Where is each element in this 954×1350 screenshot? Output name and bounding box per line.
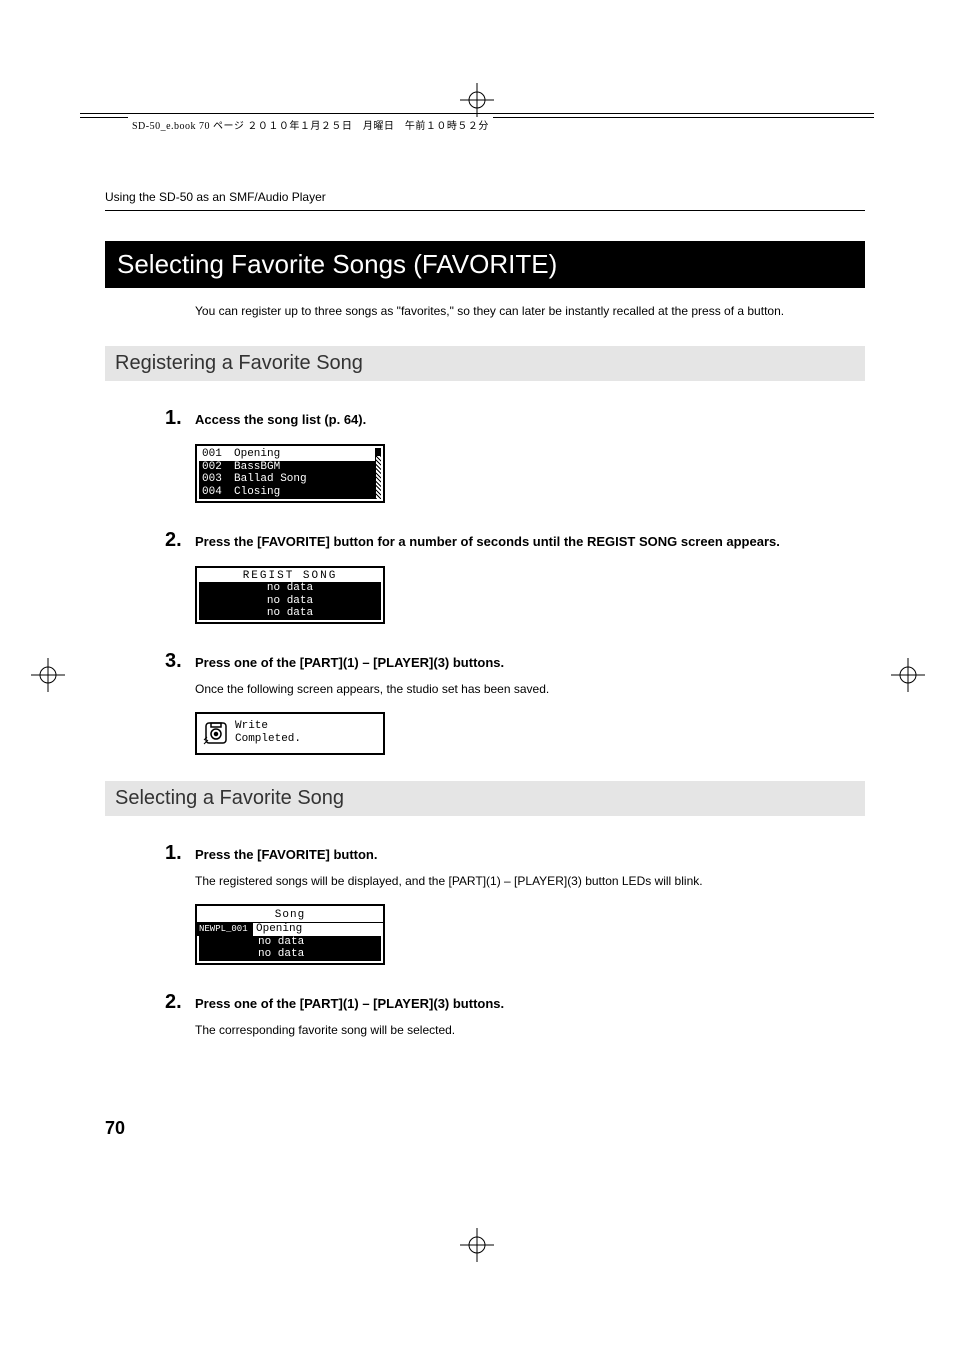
step-2-1: 1. Press the [FAVORITE] button. The regi… xyxy=(165,842,865,890)
disk-icon xyxy=(203,720,229,746)
page-content: Using the SD-50 as an SMF/Audio Player S… xyxy=(105,190,865,1039)
heading-main: Selecting Favorite Songs (FAVORITE) xyxy=(105,241,865,288)
page-number: 70 xyxy=(105,1118,125,1139)
step-number: 2. xyxy=(165,529,195,552)
crop-mark-right xyxy=(881,648,935,707)
lcd-write-line1: Write xyxy=(235,720,301,733)
lcd-favorite-song: SongNEWPL_001Openingno datano data xyxy=(195,904,385,966)
step-description: The registered songs will be displayed, … xyxy=(195,872,865,890)
lcd-songlist: 001Opening002BassBGM003Ballad Song004Clo… xyxy=(195,444,385,503)
step-title: Press one of the [PART](1) – [PLAYER](3)… xyxy=(195,996,865,1011)
step-1-1: 1. Access the song list (p. 64). xyxy=(165,407,865,430)
lcd-message: Write Completed. xyxy=(235,720,301,746)
lcd-regist: REGIST SONGno datano datano data xyxy=(195,566,385,625)
lcd-write-completed: Write Completed. xyxy=(195,712,385,754)
step-title: Press the [FAVORITE] button for a number… xyxy=(195,534,865,549)
step-number: 1. xyxy=(165,842,195,865)
step-1-3: 3. Press one of the [PART](1) – [PLAYER]… xyxy=(165,650,865,698)
step-description: The corresponding favorite song will be … xyxy=(195,1021,865,1039)
step-title: Access the song list (p. 64). xyxy=(195,412,865,427)
heading-registering: Registering a Favorite Song xyxy=(105,346,865,381)
step-number: 2. xyxy=(165,991,195,1014)
step-title: Press one of the [PART](1) – [PLAYER](3)… xyxy=(195,655,865,670)
heading-selecting: Selecting a Favorite Song xyxy=(105,781,865,816)
crop-mark-bottom xyxy=(450,1218,504,1277)
header-filename: SD-50_e.book 70 ページ ２０１０年１月２５日 月曜日 午前１０時… xyxy=(128,117,493,132)
step-number: 3. xyxy=(165,650,195,673)
step-title: Press the [FAVORITE] button. xyxy=(195,847,865,862)
crop-mark-left xyxy=(21,648,75,707)
breadcrumb: Using the SD-50 as an SMF/Audio Player xyxy=(105,190,865,211)
intro-text: You can register up to three songs as "f… xyxy=(195,302,865,320)
step-number: 1. xyxy=(165,407,195,430)
step-1-2: 2. Press the [FAVORITE] button for a num… xyxy=(165,529,865,552)
lcd-write-line2: Completed. xyxy=(235,733,301,746)
step-2-2: 2. Press one of the [PART](1) – [PLAYER]… xyxy=(165,991,865,1039)
step-description: Once the following screen appears, the s… xyxy=(195,680,865,698)
lcd-scroll-thumb xyxy=(375,448,381,456)
